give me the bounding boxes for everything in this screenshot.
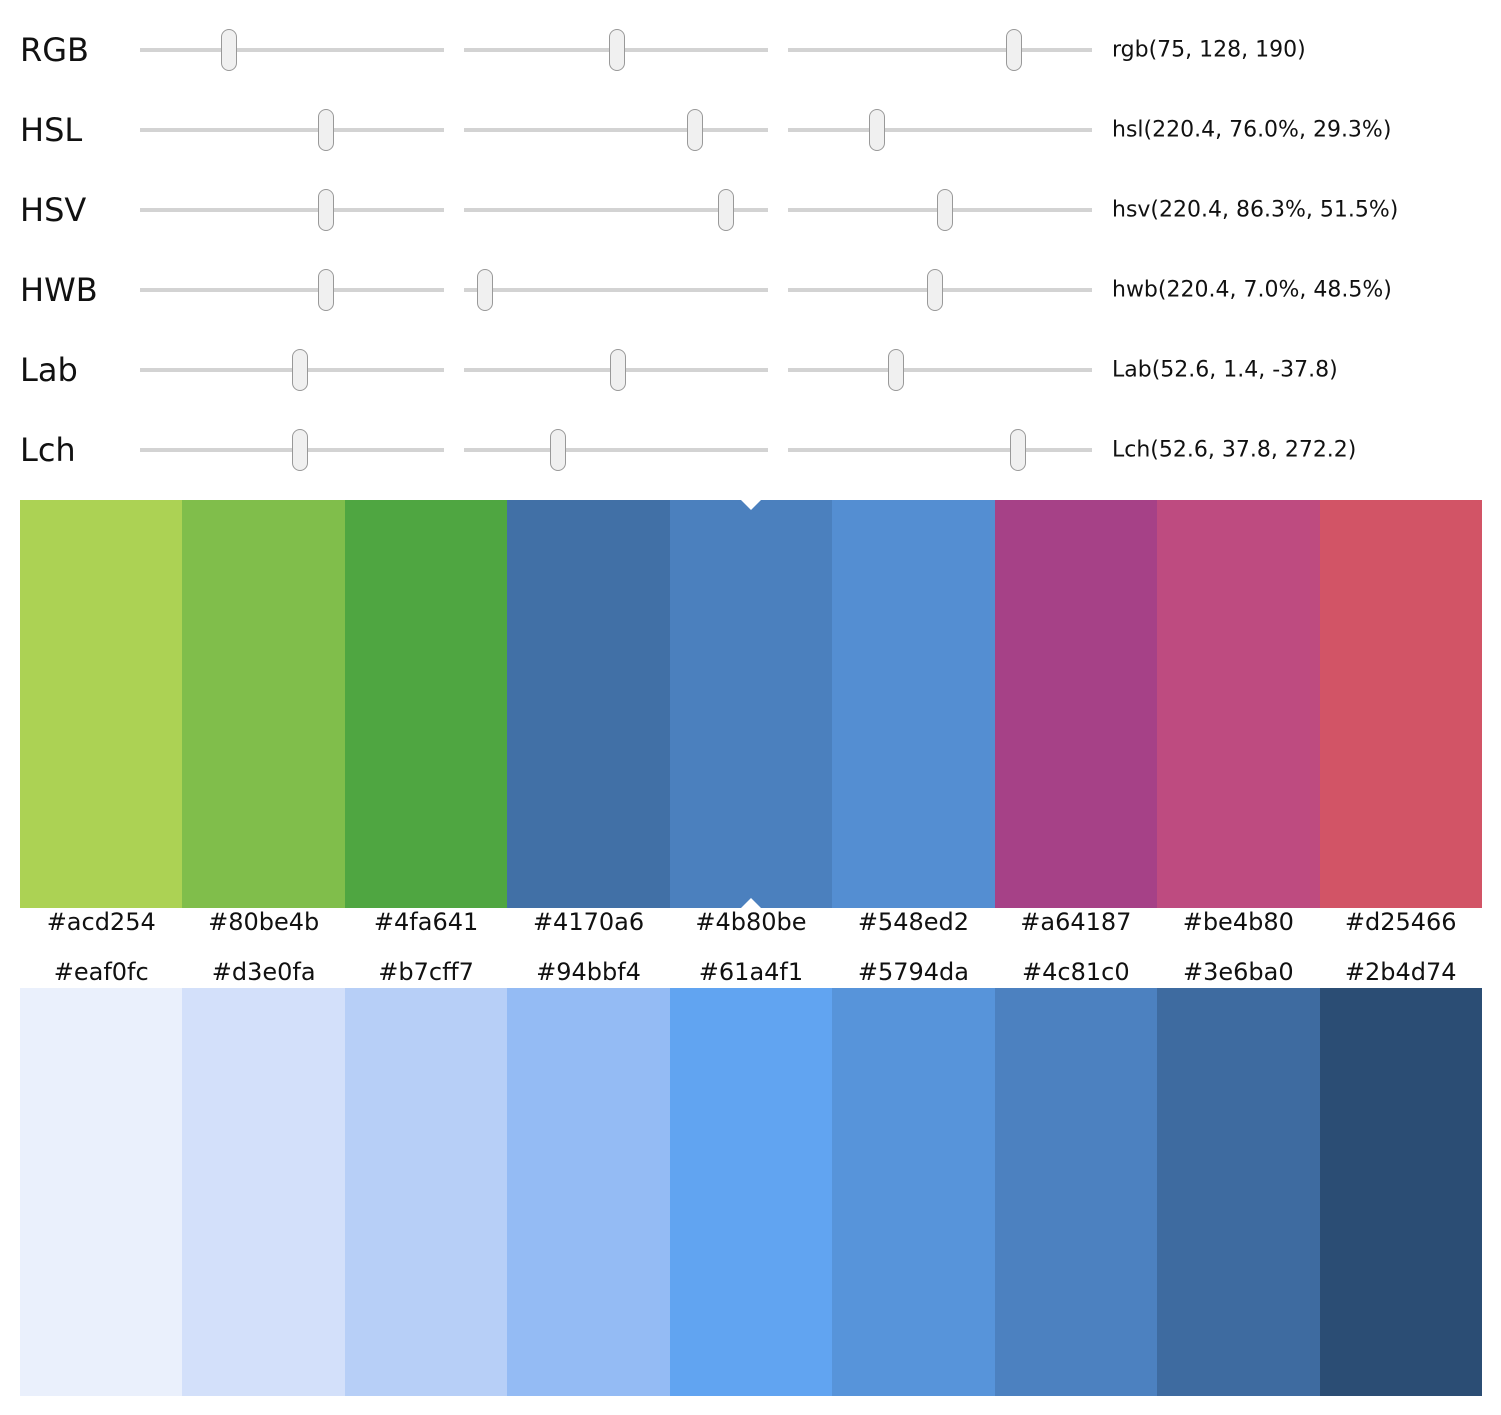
palette-top xyxy=(20,500,1482,908)
color-swatch[interactable] xyxy=(344,500,508,908)
slider-track[interactable] xyxy=(788,429,1092,471)
slider-track[interactable] xyxy=(140,189,444,231)
slider-row-lab: Lab Lab(52.6, 1.4, -37.8) xyxy=(0,330,1501,410)
slider-row-lch: Lch Lch(52.6, 37.8, 272.2) xyxy=(0,410,1501,490)
swatch-hex-label: #94bbf4 xyxy=(536,958,641,986)
slider-track[interactable] xyxy=(788,109,1092,151)
color-swatch[interactable] xyxy=(344,988,508,1396)
color-swatch[interactable] xyxy=(20,500,183,908)
swatch-hex-label: #acd254 xyxy=(46,908,156,936)
model-value: hsl(220.4, 76.0%, 29.3%) xyxy=(1112,117,1392,143)
model-value: Lab(52.6, 1.4, -37.8) xyxy=(1112,357,1338,383)
palette-top-labels: #acd254 #80be4b #4fa641 #4170a6 #4b80be #548e… xyxy=(20,908,1482,936)
color-swatch[interactable] xyxy=(507,500,670,908)
slider-track[interactable] xyxy=(140,429,444,471)
color-swatch[interactable] xyxy=(669,988,833,1396)
slider-thumb[interactable] xyxy=(221,29,238,71)
color-swatch[interactable] xyxy=(994,500,1158,908)
swatch-hex-label: #4170a6 xyxy=(532,908,645,936)
slider-thumb[interactable] xyxy=(550,429,567,471)
color-swatch[interactable] xyxy=(182,988,345,1396)
color-swatch[interactable] xyxy=(832,988,995,1396)
swatch-hex-label: #2b4d74 xyxy=(1344,958,1457,986)
slider-thumb[interactable] xyxy=(1006,29,1023,71)
color-swatch[interactable] xyxy=(507,988,670,1396)
slider-thumb[interactable] xyxy=(609,349,626,391)
slider-track[interactable] xyxy=(464,269,768,311)
model-value: rgb(75, 128, 190) xyxy=(1112,37,1306,63)
color-swatch[interactable] xyxy=(182,500,345,908)
swatch-hex-label: #eaf0fc xyxy=(53,958,149,986)
slider-thumb[interactable] xyxy=(927,269,944,311)
color-swatch[interactable] xyxy=(1157,988,1320,1396)
selected-marker-top xyxy=(740,500,761,510)
color-swatch[interactable] xyxy=(20,988,183,1396)
swatch-hex-label: #b7cff7 xyxy=(378,958,474,986)
slider-track[interactable] xyxy=(464,429,768,471)
slider-thumb[interactable] xyxy=(887,349,904,391)
selected-marker-bottom xyxy=(740,898,761,908)
color-swatch[interactable] xyxy=(1319,988,1482,1396)
color-swatch[interactable] xyxy=(1319,500,1482,908)
model-label: Lab xyxy=(20,351,78,389)
palette-bottom xyxy=(20,988,1482,1396)
slider-row-hsl: HSL hsl(220.4, 76.0%, 29.3%) xyxy=(0,90,1501,170)
slider-track[interactable] xyxy=(464,109,768,151)
slider-thumb[interactable] xyxy=(291,429,308,471)
swatch-hex-label: #61a4f1 xyxy=(698,958,804,986)
palette-bottom-labels: #eaf0fc #d3e0fa #b7cff7 #94bbf4 #61a4f1 #5794… xyxy=(20,958,1482,986)
swatch-hex-label: #be4b80 xyxy=(1182,908,1294,936)
slider-track[interactable] xyxy=(140,269,444,311)
swatch-hex-label: #4c81c0 xyxy=(1022,958,1130,986)
color-swatch[interactable] xyxy=(669,500,833,908)
swatch-hex-label: #a64187 xyxy=(1020,908,1132,936)
slider-thumb[interactable] xyxy=(477,269,494,311)
slider-track[interactable] xyxy=(464,29,768,71)
slider-thumb[interactable] xyxy=(318,109,335,151)
slider-track[interactable] xyxy=(140,109,444,151)
slider-row-hwb: HWB hwb(220.4, 7.0%, 48.5%) xyxy=(0,250,1501,330)
color-swatch[interactable] xyxy=(994,988,1158,1396)
slider-track[interactable] xyxy=(140,349,444,391)
model-label: HSL xyxy=(20,111,83,149)
slider-track[interactable] xyxy=(788,349,1092,391)
model-value: Lch(52.6, 37.8, 272.2) xyxy=(1112,437,1357,463)
slider-thumb[interactable] xyxy=(318,189,335,231)
swatch-hex-label: #d25466 xyxy=(1344,908,1457,936)
swatch-hex-label: #5794da xyxy=(857,958,969,986)
model-label: Lch xyxy=(20,431,76,469)
slider-track[interactable] xyxy=(464,349,768,391)
model-label: HSV xyxy=(20,191,87,229)
slider-track[interactable] xyxy=(788,269,1092,311)
slider-thumb[interactable] xyxy=(869,109,886,151)
swatch-hex-label: #548ed2 xyxy=(857,908,969,936)
swatch-hex-label: #3e6ba0 xyxy=(1182,958,1294,986)
slider-row-rgb: RGB rgb(75, 128, 190) xyxy=(0,10,1501,90)
model-value: hwb(220.4, 7.0%, 48.5%) xyxy=(1112,277,1392,303)
slider-track[interactable] xyxy=(140,29,444,71)
model-label: HWB xyxy=(20,271,98,309)
slider-thumb[interactable] xyxy=(1009,429,1026,471)
slider-track[interactable] xyxy=(788,189,1092,231)
slider-track[interactable] xyxy=(464,189,768,231)
swatch-hex-label: #4b80be xyxy=(695,908,807,936)
model-value: hsv(220.4, 86.3%, 51.5%) xyxy=(1112,197,1399,223)
slider-thumb[interactable] xyxy=(291,349,308,391)
swatch-hex-label: #4fa641 xyxy=(373,908,479,936)
slider-row-hsv: HSV hsv(220.4, 86.3%, 51.5%) xyxy=(0,170,1501,250)
slider-thumb[interactable] xyxy=(318,269,335,311)
color-swatch[interactable] xyxy=(832,500,995,908)
swatch-hex-label: #d3e0fa xyxy=(211,958,316,986)
slider-thumb[interactable] xyxy=(718,189,735,231)
slider-track[interactable] xyxy=(788,29,1092,71)
color-swatch[interactable] xyxy=(1157,500,1320,908)
slider-thumb[interactable] xyxy=(608,29,625,71)
slider-thumb[interactable] xyxy=(936,189,953,231)
slider-thumb[interactable] xyxy=(687,109,704,151)
swatch-hex-label: #80be4b xyxy=(208,908,320,936)
model-label: RGB xyxy=(20,31,89,69)
